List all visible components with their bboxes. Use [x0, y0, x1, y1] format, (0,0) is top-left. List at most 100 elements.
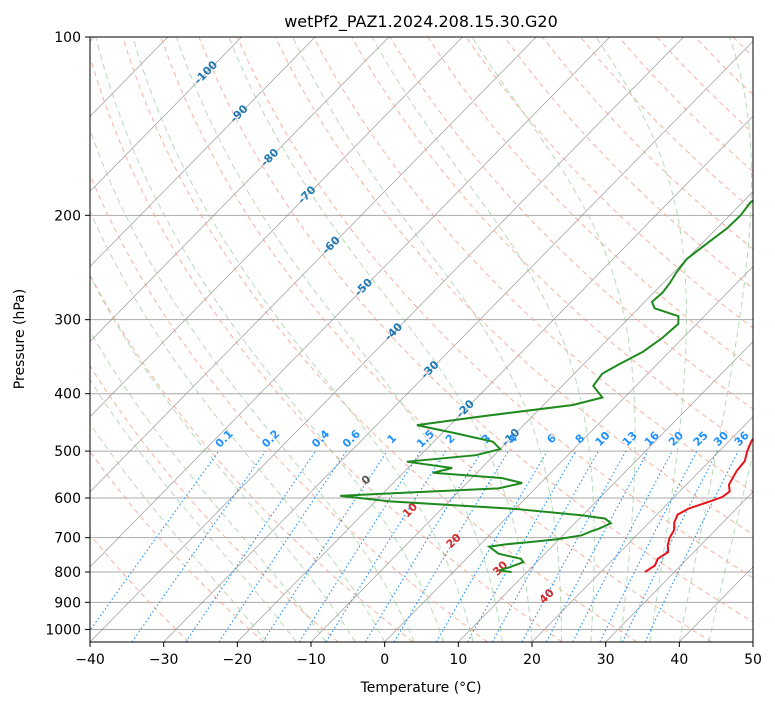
dry-adiabat-label: -40: [382, 320, 405, 343]
moist-adiabat-line: [175, 37, 504, 642]
x-tick-label: 0: [380, 652, 389, 668]
mixing-ratio-label: 1.5: [414, 427, 437, 450]
dry-adiabat-line: [580, 37, 753, 211]
dry-adiabat-line: [313, 37, 753, 493]
mixing-ratio-label: 0.2: [259, 427, 282, 450]
isotherm-line: [237, 115, 753, 642]
x-tick-label: 20: [523, 652, 541, 668]
plot-frame: [89, 36, 754, 643]
dry-adiabat-line: [90, 173, 488, 642]
isotherm-line: [90, 37, 611, 568]
mixing-ratio-label: 16: [642, 429, 662, 449]
mixing-ratio-line: [364, 450, 483, 642]
dry-adiabats: [90, 37, 775, 642]
moist-adiabat-line: [678, 37, 753, 642]
y-tick-label: 800: [54, 565, 81, 581]
isotherm-line: [90, 37, 242, 192]
mixing-ratio-label: 25: [691, 429, 711, 449]
chart-title: wetPf2_PAZ1.2024.208.15.30.G20: [284, 12, 558, 32]
dry-adiabat-line: [427, 37, 753, 369]
dry-adiabat-line: [771, 37, 775, 642]
mixing-ratio-line: [621, 450, 718, 642]
x-tick-label: −30: [149, 652, 179, 668]
isotherm-line: [679, 566, 753, 642]
mixing-ratio-line: [262, 450, 388, 642]
moist-adiabat-line: [132, 37, 474, 642]
dry-adiabat-line: [656, 37, 753, 134]
mixing-ratio-label: 30: [711, 429, 731, 449]
y-tick-label: 300: [54, 313, 81, 329]
isotherm-line: [90, 37, 390, 343]
moist-adiabat-line: [292, 37, 562, 642]
dry-adiabat-line: [694, 37, 753, 96]
dewpoint-profile: [340, 199, 753, 574]
moist-adiabat-line: [595, 37, 687, 642]
mixing-ratio-label: 10: [593, 429, 613, 449]
moist-adiabat-label: 20: [444, 531, 464, 551]
moist-adiabat-label: 0: [359, 472, 374, 487]
plot-area: -100-90-80-70-60-50-40-30-20-100.1 0.2 0.4…: [90, 37, 775, 642]
mixing-ratio-label: 8: [573, 432, 588, 447]
x-tick-label: 10: [449, 652, 467, 668]
x-tick-label: 40: [670, 652, 688, 668]
mixing-ratio-line: [298, 450, 422, 642]
isotherm-line: [605, 491, 753, 642]
isotherm-line: [384, 266, 753, 642]
mixing-ratio-line: [572, 450, 673, 642]
dry-adiabat-line: [90, 54, 563, 642]
mixing-ratio-line: [521, 450, 627, 642]
dry-adiabat-line: [90, 450, 264, 642]
y-tick-label: 700: [54, 531, 81, 547]
mixing-ratio-line: [131, 450, 267, 642]
dry-adiabat-line: [90, 364, 339, 642]
mixing-ratio-line: [467, 450, 577, 642]
moist-adiabat-label: 40: [537, 586, 557, 606]
mixing-ratio-label: 13: [620, 429, 640, 449]
y-axis-label: Pressure (hPa): [12, 289, 28, 389]
x-tick-label: −20: [223, 652, 253, 668]
y-tick-label: 400: [54, 387, 81, 403]
mixing-ratio-line: [90, 450, 220, 632]
mixing-ratio-lines: [90, 450, 739, 642]
dry-adiabat-line: [274, 37, 753, 536]
y-tick-label: 1000: [45, 622, 81, 638]
isotherm-line: [90, 37, 463, 418]
y-tick-label: 500: [54, 444, 81, 460]
dry-adiabat-line: [465, 37, 753, 329]
mixing-ratio-label: 1: [385, 432, 400, 447]
mixing-ratio-label: 0.1: [213, 427, 236, 450]
isotherm-line: [90, 37, 684, 642]
x-axis-label: Temperature (°C): [360, 680, 482, 696]
y-tick-label: 200: [54, 208, 81, 224]
dry-adiabat-label: -100: [192, 58, 221, 87]
moist-adiabat-line: [371, 37, 595, 642]
mixing-ratio-label: 20: [666, 429, 686, 449]
dry-adiabat-label: -70: [295, 183, 318, 206]
x-tick-label: 30: [597, 652, 615, 668]
moist-adiabat-line: [90, 275, 356, 642]
mixing-ratio-line: [491, 450, 599, 642]
dry-adiabat-line: [122, 37, 638, 642]
x-tick-label: 50: [744, 652, 762, 668]
y-axis-ticks: 100 200 300 400 500 600 700 800 900 1000: [45, 30, 90, 638]
dry-adiabat-label: -90: [227, 102, 250, 125]
moist-adiabat-line: [90, 422, 268, 642]
mixing-ratio-line: [218, 450, 347, 642]
moist-adiabat-line: [90, 210, 386, 642]
mixing-ratio-line: [599, 450, 698, 642]
y-tick-label: 600: [54, 491, 81, 507]
x-tick-label: −40: [75, 652, 105, 668]
dry-adiabat-label: -60: [320, 233, 343, 256]
isotherm-line: [531, 416, 753, 642]
mixing-ratio-line: [325, 450, 447, 642]
y-tick-label: 900: [54, 595, 81, 611]
x-axis-ticks: −40 −30 −20 −10 0 10 20 30 40 50: [75, 642, 762, 668]
isotherm-line: [458, 341, 753, 642]
moist-adiabat-line: [95, 37, 445, 642]
y-tick-label: 100: [54, 30, 81, 46]
mixing-ratio-label: 0.4: [309, 427, 332, 450]
moist-adiabat-line: [90, 378, 297, 642]
temperature-profile: [644, 437, 753, 573]
mixing-ratio-line: [545, 450, 649, 642]
